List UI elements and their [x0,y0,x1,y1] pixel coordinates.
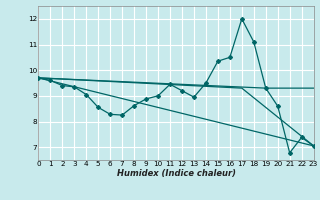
X-axis label: Humidex (Indice chaleur): Humidex (Indice chaleur) [116,169,236,178]
